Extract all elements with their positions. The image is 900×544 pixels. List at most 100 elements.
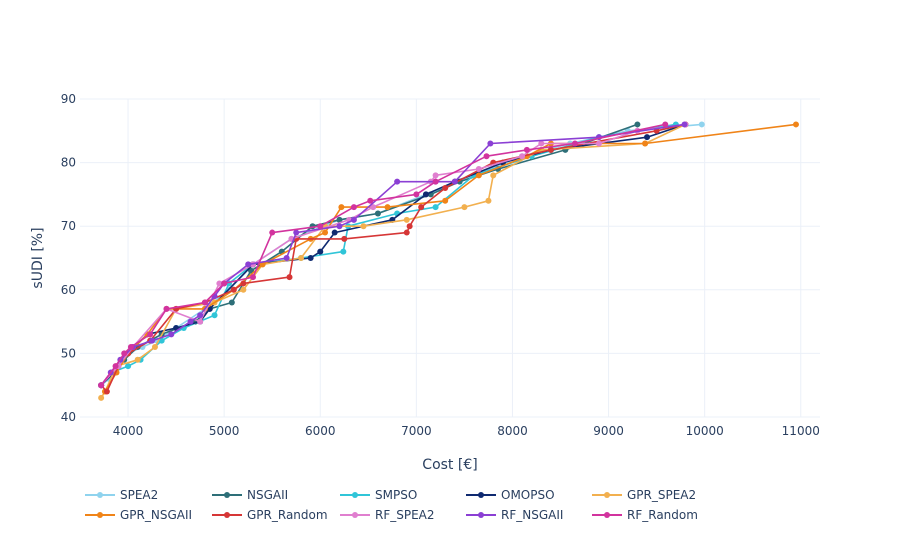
data-point	[475, 172, 482, 179]
series-gpr-spea2	[98, 121, 689, 401]
legend-item-smpso[interactable]: SMPSO	[340, 488, 417, 502]
data-point	[432, 204, 439, 211]
y-tick-label: 60	[61, 283, 76, 297]
legend-swatch-marker	[478, 512, 484, 518]
data-point	[286, 274, 293, 281]
data-point	[698, 121, 705, 128]
legend-label: SPEA2	[120, 488, 158, 502]
data-point	[127, 344, 134, 351]
data-point	[228, 299, 235, 306]
data-point	[422, 191, 429, 198]
data-point	[475, 165, 482, 172]
data-point	[121, 350, 128, 357]
series-line-rf-random	[100, 123, 666, 386]
data-point	[374, 210, 381, 217]
data-point	[490, 172, 497, 179]
y-tick-label: 50	[61, 346, 76, 360]
legend: SPEA2 NSGAII SMPSO OMOPSO GPR_SPEA2 GPR_NSGAI…	[85, 488, 698, 522]
data-point	[98, 394, 105, 401]
data-point	[322, 229, 329, 236]
y-tick-label: 40	[61, 410, 76, 424]
data-point	[367, 197, 374, 204]
data-point	[103, 388, 110, 395]
legend-item-spea2[interactable]: SPEA2	[85, 488, 158, 502]
data-point	[249, 274, 256, 281]
data-point	[216, 280, 223, 287]
data-point	[298, 255, 305, 261]
legend-item-rf-spea2[interactable]: RF_SPEA2	[340, 508, 435, 522]
x-tick-label: 11000	[782, 424, 820, 438]
legend-item-rf-nsgaii[interactable]: RF_NSGAII	[466, 508, 563, 522]
legend-swatch-marker	[97, 512, 103, 518]
data-point	[341, 235, 348, 242]
legend-swatch-marker	[97, 492, 103, 498]
legend-swatch-marker	[352, 492, 358, 498]
legend-label: RF_NSGAII	[501, 508, 563, 522]
data-point	[360, 223, 367, 230]
legend-swatch-marker	[604, 512, 610, 518]
data-point	[340, 248, 347, 255]
data-point	[112, 363, 119, 370]
series-line-spea2	[100, 123, 702, 386]
y-tick-label: 70	[61, 219, 76, 233]
data-point	[201, 299, 208, 306]
legend-item-nsgaii[interactable]: NSGAII	[212, 488, 288, 502]
x-tick-label: 7000	[401, 424, 432, 438]
series-nsgaii	[98, 121, 641, 389]
data-point	[151, 344, 158, 351]
series-line-gpr-random	[100, 123, 686, 393]
data-point	[384, 204, 391, 211]
data-point	[394, 178, 401, 185]
legend-item-rf-random[interactable]: RF_Random	[592, 508, 698, 522]
legend-label: GPR_Random	[247, 508, 328, 522]
legend-swatch-marker	[352, 512, 358, 518]
legend-swatch-marker	[604, 492, 610, 498]
data-point	[338, 204, 345, 211]
data-point	[681, 121, 688, 128]
data-point	[519, 153, 526, 160]
legend-item-gpr-nsgaii[interactable]: GPR_NSGAII	[85, 508, 192, 522]
legend-label: SMPSO	[375, 488, 417, 502]
x-tick-label: 4000	[113, 424, 144, 438]
data-point	[245, 261, 252, 268]
x-tick-label: 9000	[593, 424, 624, 438]
legend-swatch-marker	[224, 492, 230, 498]
data-point	[538, 140, 545, 147]
data-point	[792, 121, 799, 128]
legend-swatch-marker	[224, 512, 230, 518]
legend-item-gpr-spea2[interactable]: GPR_SPEA2	[592, 488, 696, 502]
series-line-smpso	[100, 123, 676, 386]
data-point	[350, 204, 357, 211]
data-point	[523, 146, 530, 153]
series-layer	[98, 121, 799, 401]
series-line-rf-spea2	[100, 123, 686, 386]
data-point	[406, 223, 413, 230]
data-point	[149, 337, 156, 344]
series-smpso	[98, 121, 679, 389]
legend-label: GPR_SPEA2	[627, 488, 696, 502]
legend-item-omopso[interactable]: OMOPSO	[466, 488, 555, 502]
data-point	[221, 280, 228, 287]
legend-label: OMOPSO	[501, 488, 555, 502]
data-point	[168, 331, 175, 338]
legend-label: RF_Random	[627, 508, 698, 522]
series-omopso	[98, 121, 689, 389]
data-point	[331, 229, 338, 236]
series-rf-spea2	[98, 121, 689, 389]
data-point	[413, 191, 420, 198]
data-point	[634, 121, 641, 128]
data-point	[451, 178, 458, 185]
data-point	[240, 286, 247, 293]
data-point	[147, 331, 154, 338]
data-point	[547, 146, 554, 153]
series-line-omopso	[100, 123, 686, 386]
data-point	[336, 223, 343, 230]
data-point	[442, 197, 449, 204]
data-point	[317, 248, 324, 255]
legend-item-gpr-random[interactable]: GPR_Random	[212, 508, 328, 522]
series-line-nsgaii	[100, 123, 638, 386]
data-point	[403, 229, 410, 236]
data-point	[662, 121, 669, 128]
series-line-gpr-nsgaii	[104, 123, 797, 393]
